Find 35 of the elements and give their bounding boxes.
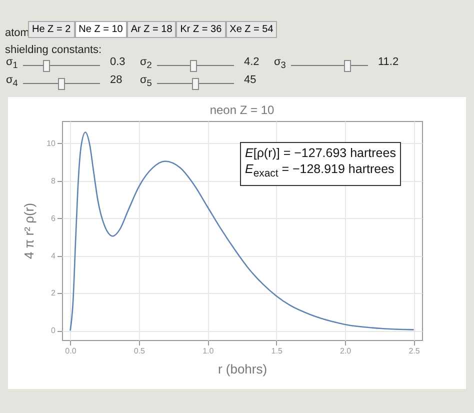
text: σ$_{2}$ [140, 56, 152, 70]
annotation: E$_{exact}$ = −128.919 hartrees [245, 161, 396, 182]
text: Ne Z = 10 [74, 21, 127, 38]
x-tick-label: 2.5 [408, 346, 420, 356]
text: σ$_{4}$ [6, 74, 18, 88]
text: 0.3 [110, 56, 126, 68]
text: atom [5, 27, 30, 39]
line-series [70, 132, 414, 332]
text: shielding constants: [5, 44, 102, 56]
y-tick-label: 0 [51, 326, 56, 336]
y-tick-label: 8 [51, 176, 56, 186]
text: 45 [244, 74, 256, 86]
x-tick-label: 2.0 [340, 346, 352, 356]
text: σ$_{1}$ [6, 56, 18, 70]
text: He Z = 2 [28, 21, 75, 38]
y-tick-label: 2 [51, 288, 56, 298]
text: σ$_{3}$ [274, 56, 286, 70]
text: σ$_{5}$ [140, 74, 152, 88]
text: Xe Z = 54 [226, 21, 278, 38]
text: 4.2 [244, 56, 260, 68]
x-tick-label: 0.0 [65, 346, 77, 356]
text: 11.2 [378, 56, 399, 68]
text: Ar Z = 18 [126, 21, 176, 38]
y-tick-label: 10 [46, 138, 56, 148]
chart-title: neon Z = 10 [210, 103, 275, 117]
y-tick-label: 6 [51, 214, 56, 223]
text: Kr Z = 36 [176, 21, 226, 38]
x-axis-title: r (bohrs) [218, 362, 268, 376]
y-tick-label: 4 [51, 251, 56, 260]
x-tick-label: 0.5 [134, 346, 146, 356]
annotation: E[ρ(r)] = −127.693 hartrees [245, 145, 396, 161]
text: 28 [110, 74, 122, 86]
x-tick-label: 1.0 [202, 346, 214, 356]
x-tick-label: 1.5 [271, 346, 283, 356]
y-axis-title: 4 π r² ρ(r) [22, 202, 37, 260]
